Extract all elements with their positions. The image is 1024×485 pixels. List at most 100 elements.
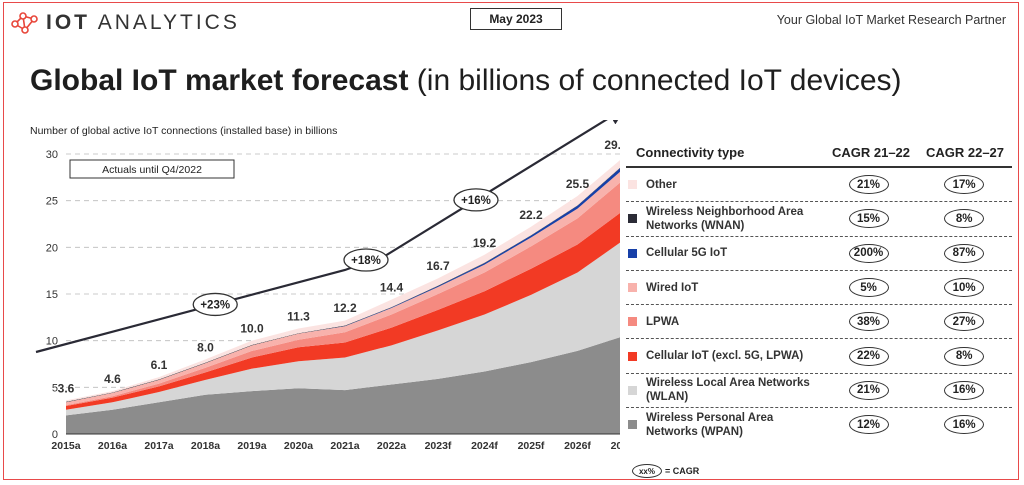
x-tick-label: 2020a xyxy=(284,440,313,452)
data-label: 3.6 xyxy=(58,381,75,395)
table-row: Wireless Local Area Networks (WLAN) 21% 16… xyxy=(626,374,1012,409)
data-label: 8.0 xyxy=(197,340,214,354)
cagr-22-27-cell: 17% xyxy=(916,175,1012,195)
connectivity-type-label: LPWA xyxy=(646,315,680,328)
cagr-21-22-cell: 15% xyxy=(821,209,917,229)
connectivity-type-label: Cellular IoT (excl. 5G, LPWA) xyxy=(646,350,804,363)
logo-wordmark: IOT ANALYTICS xyxy=(46,11,240,34)
x-tick-label: 2018a xyxy=(191,440,220,452)
cagr-annotation: +23% xyxy=(192,292,238,317)
connectivity-type-label: Other xyxy=(646,178,677,191)
cagr-value: 22% xyxy=(848,346,889,366)
data-label: 12.2 xyxy=(333,301,357,315)
header-connectivity-type: Connectivity type xyxy=(636,144,745,160)
cagr-annotation: +16% xyxy=(453,188,499,212)
cagr-annotation-oval xyxy=(453,188,499,212)
cagr-value: 17% xyxy=(944,175,985,195)
data-label: 11.3 xyxy=(287,310,310,324)
legend-swatch xyxy=(628,317,637,327)
cagr-value: 21% xyxy=(848,380,889,400)
iot-connections-area-chart: Number of global active IoT connections … xyxy=(30,120,620,452)
cagr-22-27-cell: 16% xyxy=(916,415,1012,435)
legend-swatch xyxy=(628,248,637,258)
data-label: 29.7 xyxy=(604,138,620,152)
y-tick-label: 20 xyxy=(46,242,58,254)
legend-swatch xyxy=(628,283,637,293)
data-label: 22.2 xyxy=(519,208,543,222)
cagr-value: 12% xyxy=(848,415,889,435)
area-series xyxy=(66,242,620,416)
cagr-annotation-oval xyxy=(343,248,389,272)
cagr-21-22-cell: 21% xyxy=(821,380,917,400)
header-cagr-21-22: CAGR 21–22 xyxy=(831,144,911,160)
cagr-21-22-cell: 38% xyxy=(821,312,917,332)
cagr-21-22-cell: 21% xyxy=(821,175,917,195)
connectivity-type-label: Wireless Neighborhood Area Networks (WNA… xyxy=(646,205,804,232)
x-tick-label: 2025f xyxy=(518,440,545,452)
data-label: 4.6 xyxy=(104,372,121,386)
cagr-22-27-cell: 8% xyxy=(916,209,1012,229)
y-tick-label: 10 xyxy=(46,336,58,348)
x-tick-label: 2017a xyxy=(144,440,173,452)
data-label: 19.2 xyxy=(473,236,497,250)
cagr-annotation-oval xyxy=(192,292,238,317)
cagr-value: 200% xyxy=(848,243,889,263)
y-tick-label: 25 xyxy=(46,196,58,208)
cagr-value: 16% xyxy=(944,380,985,400)
data-label: 6.1 xyxy=(151,358,168,372)
cagr-value: 16% xyxy=(944,415,985,435)
network-nodes-icon xyxy=(11,12,38,34)
cagr-annotation-label: +23% xyxy=(200,299,230,311)
cagr-symbol: xx% xyxy=(632,464,662,478)
cagr-value: 5% xyxy=(848,278,889,298)
table-row: Wired IoT 5% 10% xyxy=(626,271,1012,306)
cagr-value: 87% xyxy=(944,243,985,263)
connectivity-cagr-table: Connectivity type CAGR 21–22 CAGR 22–27 … xyxy=(620,138,1012,441)
connectivity-type-label: Wireless Personal Area Networks (WPAN) xyxy=(646,411,774,438)
data-label: 14.4 xyxy=(380,281,404,295)
cagr-22-27-cell: 27% xyxy=(916,312,1012,332)
actuals-note-text: Actuals until Q4/2022 xyxy=(102,164,202,176)
area-series xyxy=(66,337,620,434)
cagr-22-27-cell: 8% xyxy=(916,346,1012,366)
cagr-legend-note: xx% = CAGR xyxy=(632,464,699,478)
legend-swatch xyxy=(628,351,637,361)
cagr-21-22-cell: 12% xyxy=(821,415,917,435)
chart-subtitle: Number of global active IoT connections … xyxy=(30,125,337,137)
cagr-value: 38% xyxy=(848,312,889,332)
cagr-value: 8% xyxy=(944,346,985,366)
cagr-22-27-cell: 10% xyxy=(916,278,1012,298)
cagr-22-27-cell: 87% xyxy=(916,243,1012,263)
y-tick-label: 0 xyxy=(52,429,58,441)
table-row: Cellular 5G IoT 200% 87% xyxy=(626,237,1012,271)
legend-swatch xyxy=(628,214,637,224)
data-label: 10.0 xyxy=(240,322,264,336)
slide-frame xyxy=(3,2,1019,480)
page-title: Global IoT market forecast (in billions … xyxy=(30,64,902,97)
cagr-value: 21% xyxy=(848,175,889,195)
x-tick-label: 2015a xyxy=(51,440,80,452)
x-tick-label: 2027f xyxy=(611,440,620,452)
cagr-legend-text: = CAGR xyxy=(665,466,700,476)
connectivity-type-label: Wireless Local Area Networks (WLAN) xyxy=(646,377,810,404)
x-tick-label: 2022a xyxy=(377,440,406,452)
x-tick-label: 2026f xyxy=(564,440,591,452)
cagr-value: 8% xyxy=(944,209,985,229)
data-label: 16.7 xyxy=(426,259,450,273)
table-row: Cellular IoT (excl. 5G, LPWA) 22% 8% xyxy=(626,339,1012,374)
x-tick-label: 2019a xyxy=(237,440,266,452)
actuals-note: Actuals until Q4/2022 xyxy=(69,159,235,179)
y-tick-label: 15 xyxy=(46,289,58,301)
data-label: 25.5 xyxy=(566,177,590,191)
table-row: Wireless Personal Area Networks (WPAN) 12… xyxy=(626,408,1012,441)
cagr-21-22-cell: 22% xyxy=(821,346,917,366)
cagr-21-22-cell: 200% xyxy=(821,243,917,263)
legend-swatch xyxy=(628,420,637,430)
header-cagr-22-27: CAGR 22–27 xyxy=(925,144,1005,160)
legend-swatch xyxy=(628,180,637,190)
legend-swatch xyxy=(628,385,637,395)
table-header: Connectivity type CAGR 21–22 CAGR 22–27 xyxy=(620,138,1012,166)
x-tick-label: 2024f xyxy=(471,440,498,452)
cagr-21-22-cell: 5% xyxy=(821,278,917,298)
cagr-value: 10% xyxy=(944,278,985,298)
